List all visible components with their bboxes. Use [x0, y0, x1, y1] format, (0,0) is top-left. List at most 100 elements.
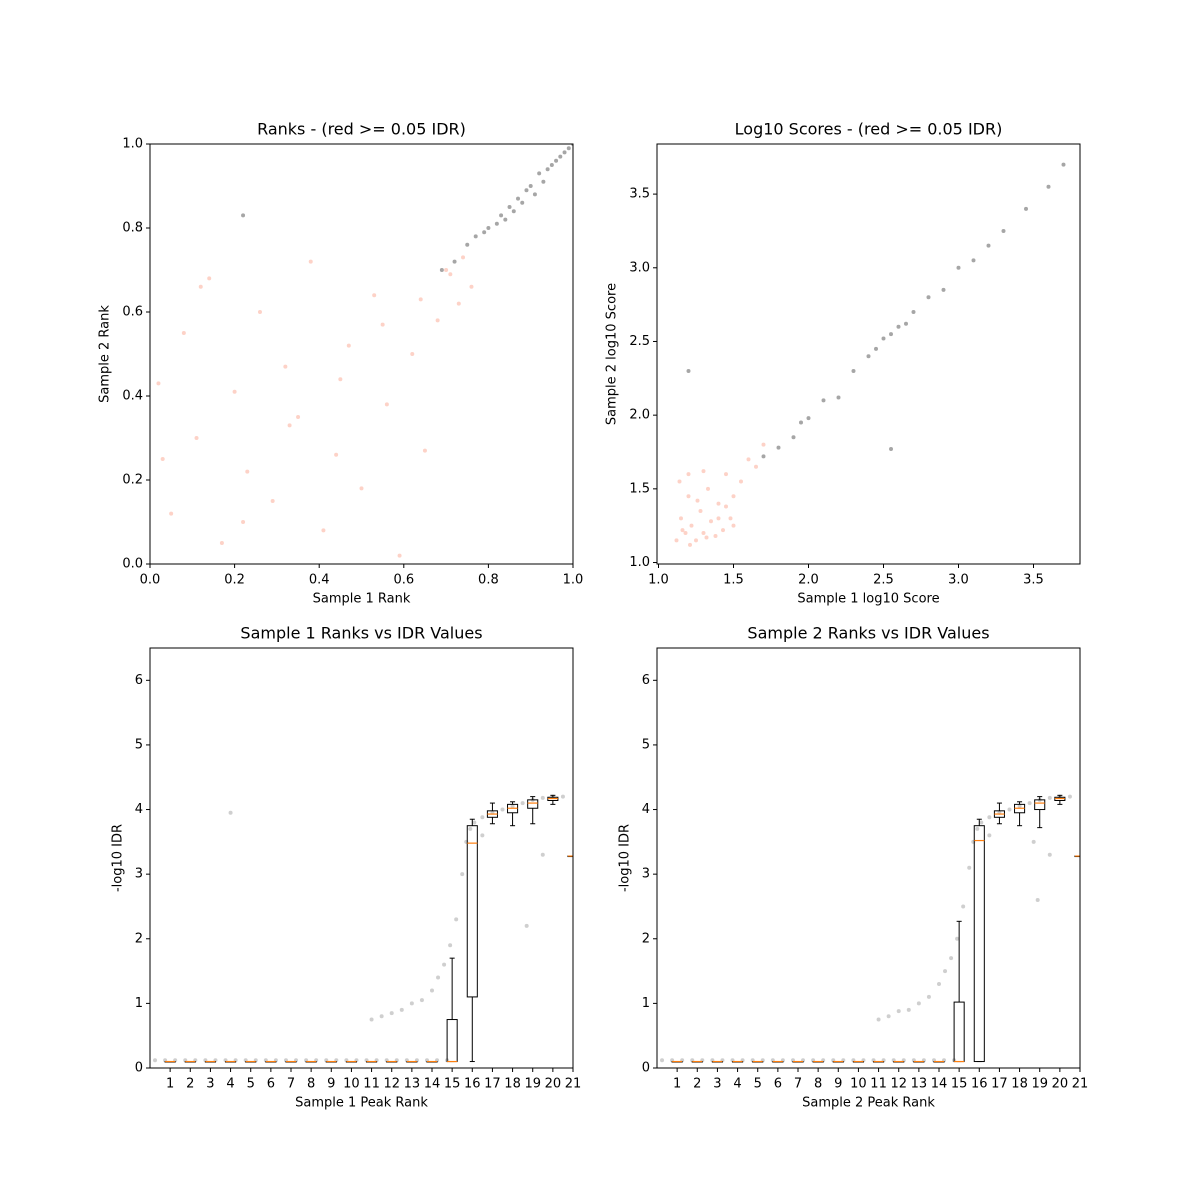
x-tick-label: 21 — [1072, 1077, 1089, 1092]
x-tick-label: 2 — [693, 1077, 701, 1092]
point — [410, 352, 415, 356]
point — [1035, 898, 1040, 902]
x-tick-label: 16 — [464, 1077, 481, 1092]
x-tick-label: 4 — [733, 1077, 741, 1092]
x-tick-label: 9 — [834, 1077, 842, 1092]
box — [1034, 799, 1046, 811]
box — [973, 825, 985, 1063]
point — [1047, 795, 1052, 800]
y-tick-label: 1.0 — [122, 137, 143, 152]
point — [916, 1001, 921, 1006]
axes-frame — [656, 143, 1081, 565]
y-tick-label: 5 — [642, 737, 650, 752]
point — [1024, 206, 1028, 211]
point — [500, 807, 505, 812]
point — [949, 956, 954, 961]
point — [399, 1007, 404, 1012]
point — [889, 447, 893, 452]
y-axis-label: -log10 IDR — [618, 824, 633, 892]
point — [709, 519, 713, 524]
point — [369, 1017, 374, 1022]
point — [540, 852, 545, 857]
x-tick-label: 1.5 — [723, 573, 744, 588]
x-tick-label: 12 — [383, 1077, 400, 1092]
point — [338, 377, 343, 382]
point — [874, 346, 878, 351]
y-tick-label: 4 — [642, 802, 650, 817]
point — [245, 469, 250, 474]
point — [799, 420, 803, 425]
x-tick-label: 8 — [307, 1077, 315, 1092]
point — [721, 528, 725, 533]
x-tick-label: 12 — [890, 1077, 907, 1092]
y-tick-label: 1.5 — [629, 481, 650, 496]
point — [776, 445, 781, 450]
x-tick-label: 1 — [673, 1077, 681, 1092]
point — [886, 1014, 891, 1019]
x-tick-label: 6 — [267, 1077, 275, 1092]
point — [346, 343, 351, 348]
point — [169, 511, 174, 516]
axes-frame — [149, 143, 574, 565]
point — [680, 528, 685, 533]
point — [409, 1001, 414, 1006]
x-tick-label: 11 — [363, 1077, 380, 1092]
point — [728, 516, 733, 521]
y-tick-label: 5 — [135, 737, 143, 752]
point — [955, 936, 960, 941]
point — [448, 272, 453, 277]
point — [160, 457, 165, 461]
point — [731, 523, 736, 528]
point — [937, 982, 941, 986]
point — [444, 268, 449, 272]
point — [566, 146, 571, 151]
x-tick-label: 10 — [850, 1077, 867, 1092]
point — [731, 494, 736, 499]
point — [724, 504, 728, 509]
y-tick-label: 1 — [642, 996, 650, 1011]
y-tick-label: 2.0 — [629, 408, 650, 423]
point — [482, 230, 487, 235]
point — [806, 416, 811, 421]
y-tick-label: 4 — [135, 802, 143, 817]
point — [961, 904, 966, 909]
point — [257, 310, 262, 314]
point — [422, 448, 427, 453]
point — [876, 1017, 881, 1022]
point — [418, 297, 423, 302]
box — [953, 1001, 965, 1063]
point — [889, 332, 893, 337]
y-tick-label: 0 — [135, 1061, 143, 1076]
point — [321, 528, 326, 533]
point — [283, 364, 288, 369]
y-tick-label: 0.8 — [122, 221, 143, 236]
point — [698, 508, 703, 513]
point — [439, 268, 444, 272]
chart-title: Sample 2 Ranks vs IDR Values — [747, 624, 989, 643]
point — [452, 259, 457, 264]
point — [926, 994, 931, 999]
point — [704, 535, 709, 540]
point — [454, 917, 459, 922]
point — [941, 287, 946, 292]
point — [232, 389, 237, 394]
x-tick-label: 16 — [971, 1077, 988, 1092]
y-tick-label: 1 — [135, 996, 143, 1011]
point — [686, 494, 691, 499]
chart-title: Ranks - (red >= 0.05 IDR) — [257, 120, 466, 139]
x-axis-label: Sample 1 Rank — [313, 592, 411, 607]
point — [695, 498, 700, 503]
x-tick-label: 15 — [951, 1077, 968, 1092]
point — [739, 479, 743, 484]
x-tick-label: 17 — [991, 1077, 1008, 1092]
y-tick-label: 0 — [642, 1061, 650, 1076]
point — [384, 402, 389, 407]
point — [706, 486, 710, 491]
point — [287, 423, 292, 428]
point — [560, 794, 565, 799]
x-tick-label: 5 — [247, 1077, 255, 1092]
y-tick-label: 1.0 — [629, 555, 650, 570]
point — [503, 217, 508, 222]
point — [683, 531, 688, 536]
